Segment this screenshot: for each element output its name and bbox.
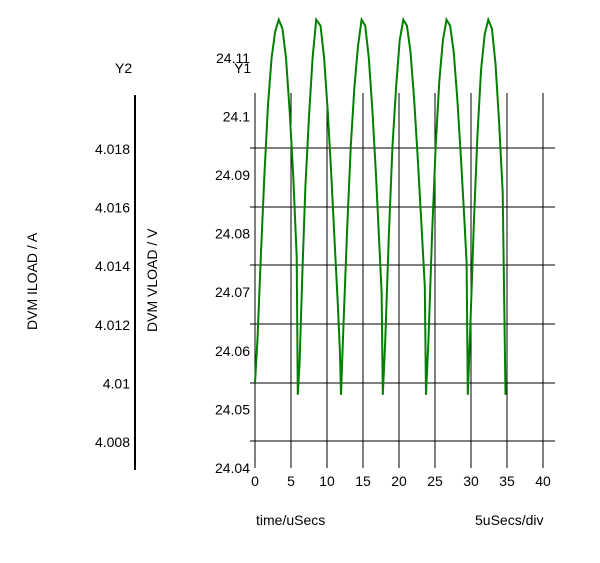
series-line [254,16,507,395]
x-tick-label: 40 [535,473,551,489]
grid [250,93,555,468]
y1-axis-title: Y1 [234,60,251,76]
y1-tick-label: 24.09 [215,167,250,183]
x-tick-label: 35 [499,473,515,489]
y2-tick-labels: 4.018 4.016 4.014 4.012 4.01 4.008 [95,141,130,450]
x-tick-label: 15 [355,473,371,489]
y1-tick-label: 24.06 [215,343,250,359]
x-tick-label: 10 [319,473,335,489]
y2-axis-title: Y2 [115,60,132,76]
y1-tick-label: 24.11 [216,50,250,66]
x-tick-label: 5 [287,473,295,489]
x-tick-label: 30 [463,473,479,489]
y1-tick-label: 24.08 [215,226,250,242]
y1-tick-label: 24.1 [223,108,250,124]
y2-tick-label: 4.012 [95,317,130,333]
y1-axis-label: DVM VLOAD / V [144,228,160,332]
y2-tick-label: 4.008 [95,434,130,450]
y1-tick-label: 24.04 [215,460,250,476]
y2-tick-label: 4.014 [95,258,130,274]
x-scale-label: 5uSecs/div [475,512,543,528]
x-tick-label: 0 [251,473,259,489]
y2-axis-label: DVM ILOAD / A [24,232,40,330]
x-tick-labels: 0 5 10 15 20 25 30 35 40 [251,473,551,489]
y2-tick-label: 4.016 [95,200,130,216]
x-tick-label: 20 [391,473,407,489]
y2-tick-label: 4.018 [95,141,130,157]
y1-tick-label: 24.05 [215,401,250,417]
y2-tick-label: 4.01 [103,375,130,391]
y1-tick-label: 24.07 [215,284,250,300]
x-tick-label: 25 [427,473,443,489]
x-axis-label: time/uSecs [256,512,325,528]
y1-tick-labels: 24.11 24.1 24.09 24.08 24.07 24.06 24.05 24.04 [215,50,250,476]
